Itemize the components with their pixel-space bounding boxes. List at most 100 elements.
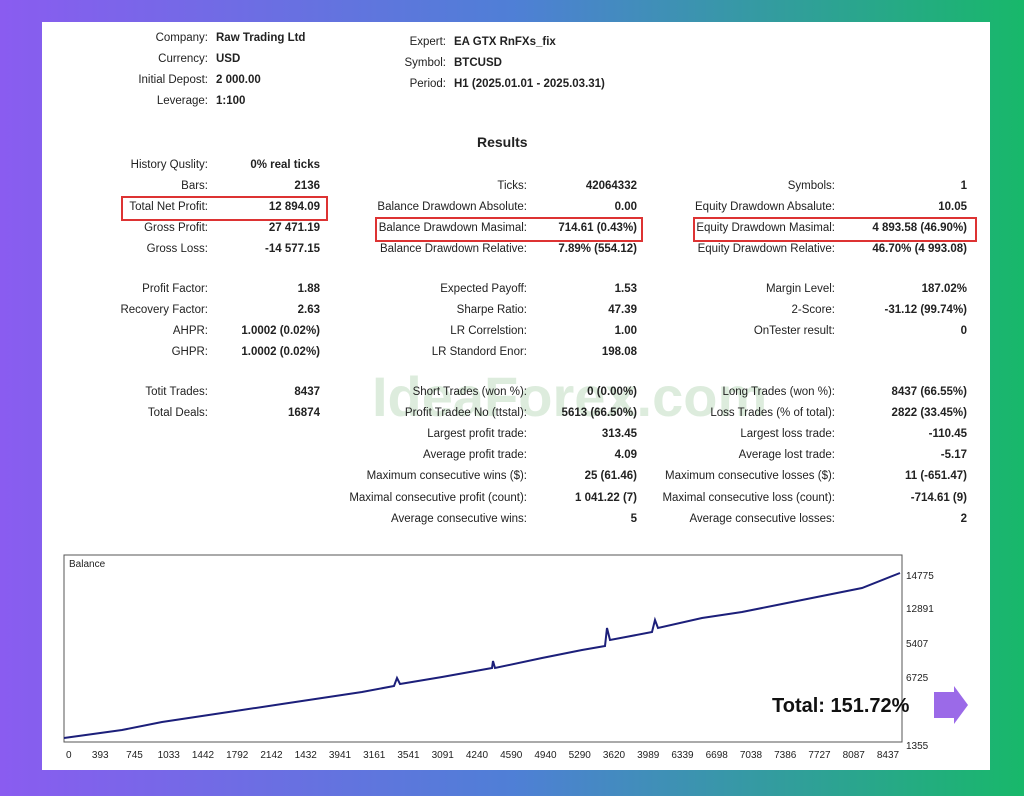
stat-label: Long Trades (won %): [722, 386, 835, 398]
stat-value: 2.63 [297, 304, 320, 317]
stat-label: Average consecutive losses: [689, 512, 835, 525]
stat-value: -110.45 [928, 428, 967, 441]
stat-value: 1.00 [614, 325, 637, 338]
stat-label: Balance Drawdown Absolute: [377, 201, 527, 214]
x-tick-label: 3161 [363, 750, 386, 761]
x-tick-label: 5290 [568, 750, 591, 761]
stat-value: 25 (61.46) [584, 470, 637, 483]
x-tick-label: 745 [126, 750, 143, 761]
stat-label: Total Net Profit: [129, 201, 208, 214]
x-tick-label: 6339 [671, 750, 694, 761]
x-tick-label: 3989 [637, 750, 660, 761]
x-tick-label: 1432 [294, 750, 317, 761]
stat-value: 46.70% (4 993.08) [872, 243, 967, 256]
highlight [693, 217, 977, 242]
stat-value: 187.02% [921, 283, 967, 295]
stat-label: Profit Factor: [142, 283, 208, 295]
stat-label: Average consecutive wins: [391, 512, 527, 525]
y-tick-label: 12891 [906, 604, 934, 615]
stat-value: 4.09 [614, 449, 637, 462]
stat-value: 0% real ticks [250, 159, 320, 171]
chart-frame [63, 554, 903, 743]
x-tick-label: 3541 [397, 750, 420, 761]
header-label: Period: [409, 78, 446, 90]
x-tick-label: 8437 [876, 750, 900, 761]
stat-label: Gross Profit: [144, 222, 208, 235]
stat-label: Maximal consecutive loss (count): [662, 491, 835, 504]
stat-value: 0.00 [614, 201, 637, 214]
stat-value: 5 [630, 512, 637, 525]
header-label: Currency: [158, 53, 208, 65]
x-tick-label: 6698 [705, 750, 728, 761]
stat-label: Margin Level: [765, 283, 835, 295]
stat-label: LR Standord Enor: [431, 346, 527, 359]
x-tick-label: 3941 [328, 750, 352, 761]
stat-value: 16874 [288, 407, 320, 420]
stat-value: -14 577.15 [265, 243, 320, 256]
header-label: Symbol: [404, 57, 446, 69]
header-value: H1 (2025.01.01 - 2025.03.31) [454, 78, 605, 90]
stat-label: Equity Drawdown Absalute: [695, 201, 835, 214]
stat-label: Largest profit trade: [427, 428, 527, 441]
x-tick-label: 3091 [431, 750, 454, 761]
stat-value: 11 (-651.47) [904, 470, 967, 483]
stat-value: 8437 [294, 386, 320, 398]
stat-label: Ticks: [497, 180, 527, 193]
header-label: Expert: [409, 36, 446, 48]
stat-label: Profit Tradee No (ttstal): [404, 407, 527, 420]
stat-label: Largest loss trade: [740, 428, 835, 441]
x-tick-label: 4240 [465, 750, 489, 761]
x-tick-label: 7727 [808, 750, 831, 761]
stat-value: 7.89% (554.12) [558, 243, 637, 256]
stat-value: 1 [960, 180, 967, 193]
x-tick-label: 1792 [226, 750, 249, 761]
chart-title: Balance [69, 559, 106, 570]
x-tick-label: 393 [91, 750, 109, 761]
stat-label: Equity Drawdown Masimal: [696, 222, 835, 235]
stat-label: Gross Loss: [146, 243, 208, 256]
stat-label: Bars: [181, 180, 208, 193]
header-label: Company: [155, 32, 208, 44]
stat-value: 12 894.09 [268, 201, 320, 214]
header-label: Initial Depost: [138, 74, 208, 86]
stat-label: Average profit trade: [423, 449, 527, 462]
stat-value: 8437 (66.55%) [891, 386, 967, 398]
highlight [121, 196, 328, 221]
stat-label: Total Deals: [147, 407, 208, 420]
header-value: 2 000.00 [216, 74, 261, 86]
y-tick-label: 1355 [906, 741, 929, 752]
stat-label: LR Correlstion: [450, 325, 527, 338]
stat-value: 42064332 [585, 180, 637, 193]
stat-label: Equity Drawdown Relative: [697, 243, 835, 256]
stat-value: 1.0002 (0.02%) [241, 325, 320, 338]
stat-value: 0 [960, 325, 967, 338]
x-tick-label: 8087 [842, 750, 865, 761]
stat-value: 198.08 [601, 346, 637, 359]
stat-value: 0 (0.00%) [587, 386, 637, 398]
x-tick-label: 2142 [260, 750, 283, 761]
results-title: Results [477, 134, 528, 150]
y-tick-label: 6725 [906, 673, 929, 684]
stat-label: AHPR: [172, 325, 208, 338]
stat-label: Totit Trades: [145, 386, 208, 398]
header-value: BTCUSD [454, 57, 502, 69]
stat-label: 2-Score: [791, 304, 835, 317]
stat-value: 1.0002 (0.02%) [241, 346, 320, 359]
arrow [934, 686, 968, 724]
stat-value: 5613 (66.50%) [561, 407, 637, 420]
stat-label: Sharpe Ratio: [456, 304, 527, 317]
stat-label: GHPR: [171, 346, 208, 359]
stat-label: Loss Trades (% of total): [710, 407, 835, 420]
header-value: Raw Trading Ltd [216, 32, 306, 44]
x-tick-label: 7386 [774, 750, 797, 761]
balance-chart [63, 554, 968, 743]
x-tick-label: 1442 [191, 750, 215, 761]
stat-value: 313.45 [601, 428, 637, 441]
stat-label: Expected Payoff: [440, 283, 527, 295]
stat-value: 4 893.58 (46.90%) [872, 222, 967, 235]
stat-label: Maximum consecutive wins ($): [366, 470, 527, 483]
stat-value: 1.88 [297, 283, 320, 295]
highlight [375, 217, 643, 242]
stat-label: History Quslity: [130, 159, 208, 171]
stat-label: Maximum consecutive losses ($): [665, 470, 835, 483]
